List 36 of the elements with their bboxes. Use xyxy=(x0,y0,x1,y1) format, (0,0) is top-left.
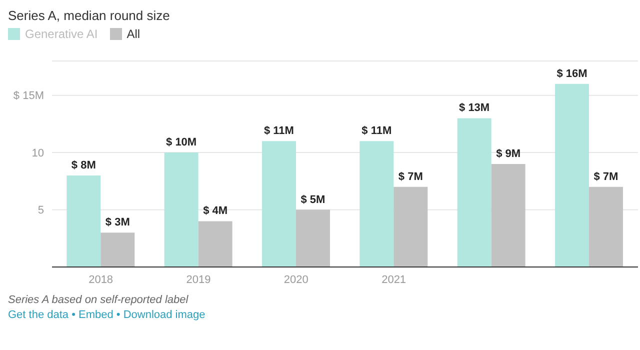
data-label: $ 10M xyxy=(166,136,197,149)
data-label: $ 16M xyxy=(556,68,588,80)
bar xyxy=(296,210,330,267)
legend-label: Generative AI xyxy=(24,27,98,41)
data-label: $ 11M xyxy=(264,125,294,138)
data-label: $ 7M xyxy=(594,170,618,183)
bar xyxy=(164,152,198,267)
legend-label: All xyxy=(126,27,140,41)
y-tick-label: 5 xyxy=(38,204,44,217)
data-label: $ 4M xyxy=(203,205,228,218)
bar xyxy=(360,141,394,267)
data-label: $ 8M xyxy=(71,159,96,172)
chart-title: Series A, median round size xyxy=(8,8,171,23)
data-label: $ 3M xyxy=(105,216,130,229)
bar xyxy=(554,84,589,267)
text: Series A based on self-reported label xyxy=(8,294,190,306)
bar xyxy=(457,118,492,267)
bar xyxy=(100,232,135,267)
bar xyxy=(66,175,101,267)
x-tick-label: 2021 xyxy=(382,274,406,286)
y-tick-label: 10 xyxy=(32,147,44,160)
x-tick-label: 2020 xyxy=(284,274,308,286)
data-label: $ 11M xyxy=(362,125,392,138)
data-label: $ 9M xyxy=(496,148,521,160)
x-tick-label: 2018 xyxy=(88,274,114,286)
bar xyxy=(491,164,526,267)
data-label: $ 13M xyxy=(459,102,490,114)
y-tick-label: $ 15M xyxy=(13,90,44,102)
text: Get the data • Embed • Download image xyxy=(8,309,206,321)
x-tick-label: 2019 xyxy=(186,274,211,286)
bar xyxy=(394,186,428,267)
bar xyxy=(588,186,623,267)
data-label: $ 5M xyxy=(300,194,326,206)
bar xyxy=(262,141,296,267)
data-label: $ 7M xyxy=(398,170,423,183)
bar xyxy=(198,221,232,267)
